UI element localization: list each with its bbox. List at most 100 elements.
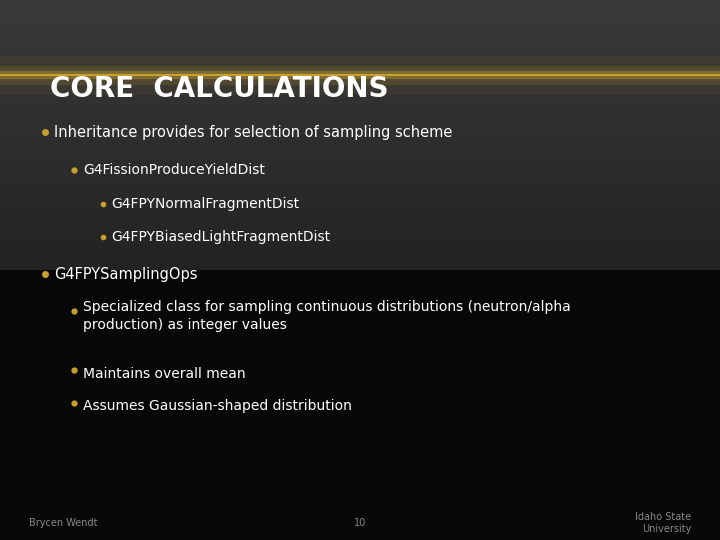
Bar xyxy=(0,86,720,89)
Bar xyxy=(0,410,720,413)
Bar xyxy=(0,508,720,510)
Text: Brycen Wendt: Brycen Wendt xyxy=(29,518,97,528)
Bar xyxy=(0,238,720,240)
Bar xyxy=(0,437,720,440)
Bar xyxy=(0,122,720,124)
Bar xyxy=(0,308,720,310)
Bar xyxy=(0,227,720,229)
Bar xyxy=(0,73,720,76)
Bar xyxy=(0,402,720,405)
Bar xyxy=(0,292,720,294)
Bar xyxy=(0,270,720,540)
Bar xyxy=(0,421,720,424)
Bar xyxy=(0,14,720,16)
Bar xyxy=(0,27,720,30)
Bar xyxy=(0,435,720,437)
Text: 10: 10 xyxy=(354,518,366,528)
Bar xyxy=(0,373,720,375)
Bar xyxy=(0,286,720,289)
Bar xyxy=(0,300,720,302)
Bar xyxy=(0,265,720,267)
Bar xyxy=(0,340,720,343)
Bar xyxy=(0,49,720,51)
Bar xyxy=(0,537,720,540)
Bar xyxy=(0,491,720,494)
Bar xyxy=(0,319,720,321)
Text: G4FissionProduceYieldDist: G4FissionProduceYieldDist xyxy=(83,163,265,177)
Bar xyxy=(0,310,720,313)
Bar xyxy=(0,119,720,122)
Bar xyxy=(0,356,720,359)
Bar xyxy=(0,448,720,451)
Bar xyxy=(0,470,720,472)
Text: Specialized class for sampling continuous distributions (neutron/alpha
productio: Specialized class for sampling continuou… xyxy=(83,300,570,332)
Bar xyxy=(0,65,720,68)
Bar xyxy=(0,35,720,38)
Bar xyxy=(0,494,720,497)
Bar xyxy=(0,8,720,11)
Bar xyxy=(0,181,720,184)
Bar xyxy=(0,338,720,340)
Bar xyxy=(0,418,720,421)
Bar xyxy=(0,138,720,140)
Bar xyxy=(0,394,720,397)
Bar xyxy=(0,30,720,32)
Bar xyxy=(0,189,720,192)
Bar xyxy=(0,224,720,227)
Bar xyxy=(0,165,720,167)
Bar xyxy=(0,178,720,181)
Bar xyxy=(0,284,720,286)
Bar xyxy=(0,251,720,254)
Bar xyxy=(0,535,720,537)
Bar xyxy=(0,143,720,146)
Bar xyxy=(0,416,720,418)
Bar xyxy=(0,259,720,262)
Bar xyxy=(0,243,720,246)
Bar xyxy=(0,146,720,148)
Bar xyxy=(0,432,720,435)
Bar xyxy=(0,176,720,178)
Bar xyxy=(0,140,720,143)
Bar xyxy=(0,70,720,73)
Bar xyxy=(0,451,720,454)
Bar xyxy=(0,427,720,429)
Bar xyxy=(0,184,720,186)
Bar xyxy=(0,510,720,513)
Bar xyxy=(0,159,720,162)
Bar xyxy=(0,211,720,213)
Bar xyxy=(0,170,720,173)
Bar xyxy=(0,68,720,70)
Bar xyxy=(0,19,720,22)
Bar xyxy=(0,324,720,327)
Bar xyxy=(0,472,720,475)
Bar xyxy=(0,381,720,383)
Bar xyxy=(0,375,720,378)
Bar xyxy=(0,443,720,445)
Bar xyxy=(0,221,720,224)
Bar xyxy=(0,254,720,256)
Bar xyxy=(0,497,720,500)
Bar xyxy=(0,524,720,526)
Bar xyxy=(0,305,720,308)
Bar xyxy=(0,97,720,100)
Bar xyxy=(0,429,720,432)
Bar xyxy=(0,216,720,219)
Bar xyxy=(0,505,720,508)
Bar xyxy=(0,173,720,176)
Bar xyxy=(0,346,720,348)
Bar xyxy=(0,270,720,273)
Bar xyxy=(0,321,720,324)
Bar xyxy=(0,456,720,459)
Bar xyxy=(0,397,720,400)
Bar xyxy=(0,3,720,5)
Bar xyxy=(0,297,720,300)
Bar xyxy=(0,440,720,443)
Bar xyxy=(0,392,720,394)
Bar xyxy=(0,132,720,135)
Text: Inheritance provides for selection of sampling scheme: Inheritance provides for selection of sa… xyxy=(54,125,452,140)
Bar xyxy=(0,40,720,43)
Bar xyxy=(0,278,720,281)
Bar xyxy=(0,154,720,157)
Bar xyxy=(0,367,720,370)
Bar xyxy=(0,57,720,59)
